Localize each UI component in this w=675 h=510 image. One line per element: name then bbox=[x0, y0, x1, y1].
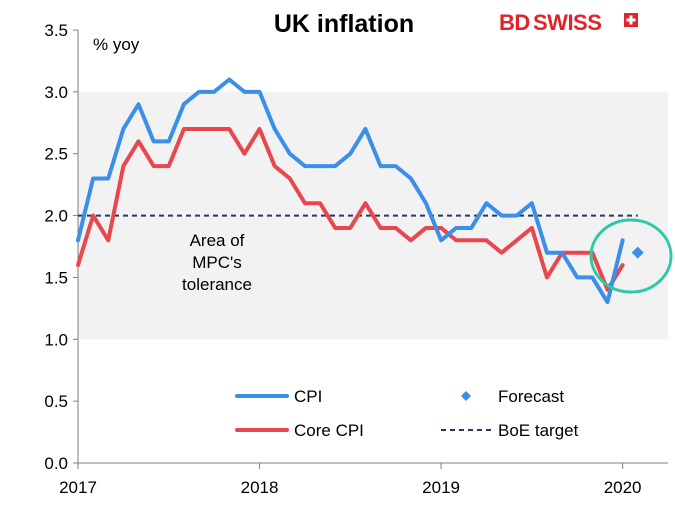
forecast-highlight-circle bbox=[589, 218, 673, 294]
legend-label: Core CPI bbox=[294, 421, 364, 440]
legend-label: Forecast bbox=[498, 387, 564, 406]
logo-text-bd: BD bbox=[499, 10, 530, 35]
legend-swatch bbox=[461, 391, 471, 401]
y-tick-label: 2.0 bbox=[44, 207, 68, 226]
chart-title: UK inflation bbox=[274, 10, 414, 38]
y-axis-ticks: 0.0 0.5 1.0 1.5 2.0 2.5 3.0 3.5 bbox=[44, 21, 78, 473]
y-tick-label: 3.0 bbox=[44, 83, 68, 102]
y-tick-label: 1.5 bbox=[44, 268, 68, 287]
annotation-line: Area of bbox=[190, 231, 245, 250]
y-axis-label: % yoy bbox=[93, 35, 140, 54]
x-axis-ticks: 2017 2018 2019 2020 bbox=[59, 463, 642, 497]
forecast-marker bbox=[631, 246, 644, 259]
swiss-cross-icon bbox=[624, 13, 638, 27]
x-tick-label: 2017 bbox=[59, 478, 97, 497]
y-tick-label: 2.5 bbox=[44, 145, 68, 164]
annotation-line: tolerance bbox=[182, 275, 252, 294]
cpi-line bbox=[76, 77, 625, 305]
legend-entry-forecast: Forecast bbox=[461, 387, 564, 406]
y-tick-label: 3.5 bbox=[44, 21, 68, 40]
y-tick-label: 0.0 bbox=[44, 454, 68, 473]
legend-entry-cpi: CPI bbox=[235, 387, 322, 406]
chart-legend: CPI Forecast Core CPI BoE target bbox=[235, 387, 579, 440]
legend-label: CPI bbox=[294, 387, 322, 406]
y-tick-label: 0.5 bbox=[44, 392, 68, 411]
x-tick-label: 2019 bbox=[422, 478, 460, 497]
logo-text-swiss: SWISS bbox=[533, 10, 601, 35]
series-layer bbox=[76, 77, 644, 305]
y-tick-label: 1.0 bbox=[44, 330, 68, 349]
x-tick-label: 2020 bbox=[604, 478, 642, 497]
legend-entry-boe-target: BoE target bbox=[441, 421, 579, 440]
legend-label: BoE target bbox=[498, 421, 579, 440]
x-tick-label: 2018 bbox=[241, 478, 279, 497]
annotation-line: MPC's bbox=[192, 253, 242, 272]
core-cpi-line bbox=[76, 126, 625, 292]
legend-entry-core-cpi: Core CPI bbox=[235, 421, 364, 440]
tolerance-annotation: Area of MPC's tolerance bbox=[182, 231, 252, 294]
bdswiss-logo: BD SWISS bbox=[499, 10, 638, 35]
